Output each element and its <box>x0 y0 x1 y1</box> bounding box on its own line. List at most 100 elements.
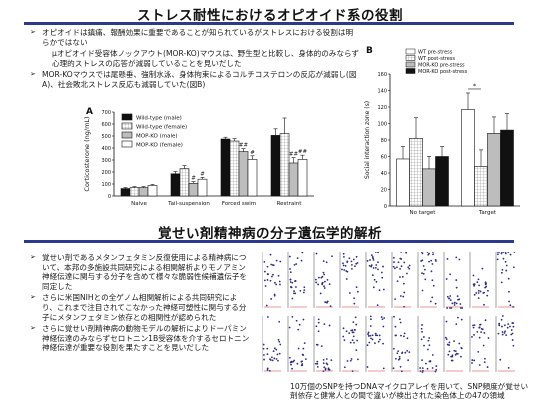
snp-dot <box>378 289 381 292</box>
snp-dot <box>448 344 450 346</box>
snp-dot <box>503 324 506 327</box>
y-tick-label: 80 <box>381 138 387 144</box>
legend-label: WT post-stress <box>418 56 455 62</box>
snp-dot <box>435 260 437 262</box>
snp-dot <box>501 325 503 328</box>
snp-dot <box>484 357 486 360</box>
snp-dot <box>270 356 273 359</box>
snp-dot <box>294 292 297 295</box>
snp-dot <box>323 366 326 369</box>
snp-dot <box>444 336 447 339</box>
snp-dot <box>318 276 320 279</box>
bar <box>188 183 199 197</box>
bullet-item: ➢ 覚せい剤であるメタンフェタミン反復使用による精神病について、本邦の多施設共同研… <box>30 253 250 291</box>
snp-dot <box>405 252 408 254</box>
snp-dot <box>446 307 449 309</box>
x-tick-label: Restraint <box>277 201 303 207</box>
snp-dot <box>346 270 349 273</box>
snp-dot <box>477 278 480 281</box>
legend-swatch <box>121 113 133 121</box>
bar <box>474 166 488 207</box>
snp-dot <box>477 297 480 300</box>
snp-panel <box>495 315 515 372</box>
bullet-text: さらに覚せい剤精神病の動物モデルの解析によりドーパミン神経伝達のみならずセロトニ… <box>42 324 250 353</box>
snp-dot <box>328 283 331 286</box>
legend-label: MOR-KO post-stress <box>418 69 468 75</box>
snp-dot <box>354 316 357 319</box>
snp-panel <box>417 316 438 373</box>
snp-dot <box>420 338 423 341</box>
snp-dot <box>509 253 512 256</box>
snp-dot <box>353 341 355 344</box>
snp-dot <box>303 286 306 289</box>
snp-dot <box>323 323 326 325</box>
snp-dot <box>511 339 514 341</box>
snp-dot <box>304 358 307 361</box>
snp-dot <box>482 344 485 347</box>
x-tick-label: Target <box>478 210 497 216</box>
snp-dot <box>497 332 500 335</box>
snp-dot <box>445 278 448 280</box>
snp-dot <box>324 368 327 371</box>
snp-dot <box>393 315 395 318</box>
bullet-text: オピオイドは鎮痛、報酬効果に重要であることが知られているがストレスにおける役割は… <box>42 28 354 47</box>
snp-dot <box>399 276 401 278</box>
snp-dot <box>345 330 348 333</box>
snp-dot <box>366 344 369 347</box>
snp-dot <box>267 273 269 276</box>
snp-dot <box>374 266 377 269</box>
snp-dot <box>303 289 306 292</box>
snp-dot <box>302 291 305 294</box>
legend-label: Wild-type (male) <box>136 116 182 122</box>
snp-dot <box>326 300 329 303</box>
snp-dot <box>451 355 454 358</box>
snp-dot <box>277 274 280 277</box>
snp-dot <box>370 254 373 257</box>
snp-dot <box>270 263 273 266</box>
snp-dot <box>317 318 320 321</box>
snp-dot <box>288 255 291 258</box>
legend-swatch <box>405 68 416 74</box>
snp-dot <box>450 359 453 362</box>
snp-panel <box>469 252 489 308</box>
snp-dot <box>262 347 265 350</box>
snp-dot <box>509 325 511 328</box>
snp-dot <box>349 359 352 362</box>
snp-dot <box>275 358 278 360</box>
snp-dot <box>324 367 327 370</box>
snp-dot <box>302 347 305 350</box>
y-tick-label: 60 <box>381 155 387 161</box>
bar <box>247 159 258 197</box>
bullet-item: μオピオイド受容体ノックアウト(MOR-KO)マウスは、野生型と比較し、身体的の… <box>40 49 360 68</box>
snp-dot <box>279 343 282 346</box>
snp-dot <box>400 252 403 253</box>
snp-dot <box>421 359 423 362</box>
snp-dot <box>371 274 374 277</box>
legend-label: WT pre-stress <box>418 50 453 56</box>
snp-dot <box>321 282 324 285</box>
snp-dot <box>505 264 508 267</box>
snp-dot <box>275 283 278 286</box>
snp-dot <box>457 316 459 319</box>
snp-dot <box>317 321 320 324</box>
snp-dot <box>476 281 479 284</box>
snp-dot <box>279 260 282 263</box>
snp-dot <box>278 280 281 283</box>
snp-dot <box>498 324 501 326</box>
snp-dot <box>483 291 485 294</box>
snp-dot <box>420 260 423 262</box>
snp-dot <box>484 281 487 284</box>
snp-dot <box>352 335 355 338</box>
snp-dot <box>317 283 320 286</box>
snp-dot <box>498 252 501 253</box>
snp-dot <box>269 358 271 361</box>
snp-panel <box>495 252 516 308</box>
snp-dot <box>497 253 499 256</box>
y-tick-label: 140 <box>377 89 387 95</box>
snp-dot <box>392 265 395 268</box>
snp-dot <box>500 318 503 321</box>
snp-dot <box>449 307 451 309</box>
snp-dot <box>408 351 411 354</box>
bar <box>120 188 131 197</box>
section1-bullets: ➢ オピオイドは鎮痛、報酬効果に重要であることが知られているがストレスにおける役割… <box>30 28 360 90</box>
